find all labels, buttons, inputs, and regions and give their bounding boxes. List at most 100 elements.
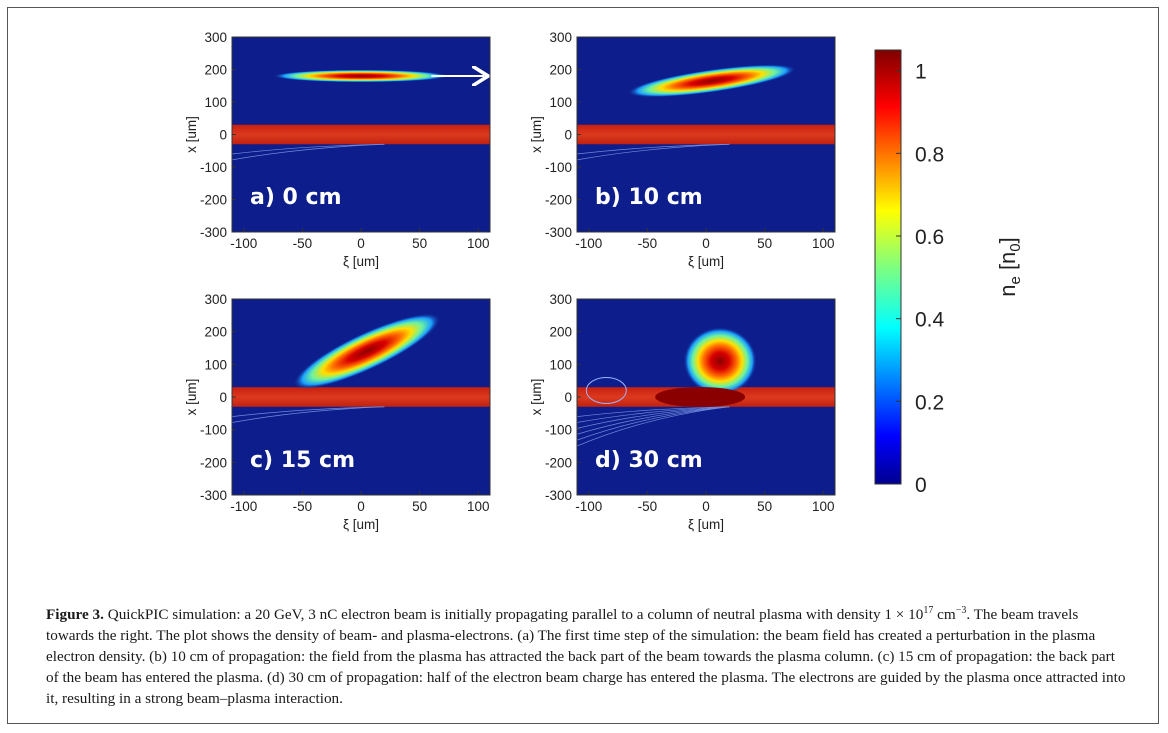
- y-tick-label: 200: [204, 325, 227, 340]
- y-tick-label: 0: [219, 128, 227, 143]
- perturbation-line: [232, 406, 385, 423]
- panel-plot-area: [577, 37, 835, 232]
- colorbar-tick-label: 1: [915, 61, 927, 84]
- plasma-column: [577, 124, 835, 145]
- x-tick-label: 0: [702, 236, 710, 251]
- plasma-perturbation: [232, 143, 385, 161]
- y-axis-label: x [um]: [529, 116, 544, 153]
- y-axis-label: x [um]: [184, 116, 199, 153]
- y-tick-label: -100: [200, 160, 227, 175]
- y-tick-label: -300: [200, 488, 227, 503]
- caption-text-1: QuickPIC simulation: a 20 GeV, 3 nC elec…: [103, 606, 924, 624]
- y-tick-label: 0: [219, 390, 227, 405]
- beam-in-plasma: [655, 387, 746, 407]
- colorbar-label-part: n: [995, 285, 1020, 297]
- plasma-bubble: [585, 376, 627, 404]
- colorbar-tick-label: 0.6: [915, 226, 944, 249]
- x-tick-label: 100: [467, 236, 490, 251]
- colorbar-label-subscript: 0: [1007, 243, 1024, 251]
- colorbar-label-part: ]: [995, 237, 1020, 243]
- y-tick-label: -100: [545, 160, 572, 175]
- perturbation-line: [577, 406, 730, 417]
- y-tick-label: -100: [545, 423, 572, 438]
- colorbar-label-subscript: e: [1007, 276, 1024, 284]
- y-tick-label: 200: [204, 63, 227, 78]
- panel-d: d) 30 cm -100 -50 0 50 100 300 200 100 0 -100 -200 -…: [529, 292, 836, 532]
- y-tick-label: -300: [545, 225, 572, 240]
- y-tick-label: 300: [549, 292, 572, 307]
- perturbation-line: [577, 406, 730, 435]
- x-tick-label: -100: [230, 499, 257, 514]
- y-tick-label: 300: [204, 292, 227, 307]
- y-tick-label: 0: [564, 390, 572, 405]
- x-axis-label: ξ [um]: [688, 254, 724, 269]
- caption-text-3: . The beam travels towards the right. Th…: [46, 606, 1126, 708]
- panel-c: c) 15 cm -100 -50 0 50 100 300 200 100 0 -100 -200 -…: [184, 292, 491, 532]
- panel-label: d) 30 cm: [595, 448, 703, 473]
- panel-label: c) 15 cm: [250, 448, 355, 473]
- perturbation-line: [577, 406, 730, 429]
- perturbation-line: [577, 143, 730, 161]
- x-tick-label: 50: [412, 236, 427, 251]
- y-tick-label: -200: [545, 455, 572, 470]
- panel-plot-area: [232, 37, 490, 232]
- y-axis-label: x [um]: [184, 379, 199, 416]
- x-tick-label: -100: [575, 236, 602, 251]
- caption-text-2: cm: [933, 606, 956, 624]
- y-tick-label: -300: [200, 225, 227, 240]
- colorbar-tick-label: 0.2: [915, 391, 944, 414]
- x-tick-label: -100: [575, 499, 602, 514]
- y-tick-label: -300: [545, 488, 572, 503]
- electron-beam: [293, 313, 441, 390]
- x-tick-label: -50: [638, 499, 658, 514]
- panel-a: a) 0 cm -100 -50 0 50 100 300 200 100 0 -100 -200 -3…: [184, 30, 491, 269]
- y-tick-label: 200: [549, 63, 572, 78]
- y-tick-label: -200: [545, 193, 572, 208]
- y-axis-label: x [um]: [529, 379, 544, 416]
- y-tick-label: 300: [204, 30, 227, 45]
- plasma-column: [232, 387, 490, 407]
- x-axis-label: ξ [um]: [343, 254, 379, 269]
- x-tick-label: -50: [293, 499, 313, 514]
- y-tick-label: 100: [549, 357, 572, 372]
- x-tick-label: 0: [357, 236, 365, 251]
- x-tick-label: 100: [812, 499, 835, 514]
- colorbar-tick-label: 0.4: [915, 309, 945, 332]
- caption-exp-1: 17: [923, 605, 934, 616]
- perturbation-line: [577, 143, 730, 155]
- perturbation-line: [577, 406, 730, 441]
- y-tick-label: -100: [200, 423, 227, 438]
- figure-caption: Figure 3. QuickPIC simulation: a 20 GeV,…: [46, 600, 1126, 709]
- colorbar-tick-label: 0.8: [915, 143, 944, 166]
- y-tick-label: -200: [200, 455, 227, 470]
- panel-label: a) 0 cm: [250, 185, 342, 210]
- x-axis-label: ξ [um]: [688, 517, 724, 532]
- caption-label: Figure 3.: [46, 606, 104, 624]
- x-tick-label: 0: [357, 499, 365, 514]
- x-tick-label: -100: [230, 236, 257, 251]
- x-tick-label: 100: [812, 236, 835, 251]
- electron-beam: [683, 327, 757, 396]
- electron-beam: [627, 64, 797, 98]
- panel-b: b) 10 cm -100 -50 0 50 100 300 200 100 0 -100 -200 -…: [529, 30, 836, 269]
- panel-plot-area: [577, 299, 835, 495]
- y-tick-label: 200: [549, 325, 572, 340]
- y-tick-label: 100: [204, 357, 227, 372]
- colorbar-tick-label: 0: [915, 474, 927, 497]
- electron-beam: [273, 69, 449, 83]
- panel-plot-area: [232, 299, 490, 495]
- plasma-perturbation: [577, 406, 730, 447]
- x-tick-label: -50: [638, 236, 658, 251]
- perturbation-line: [577, 406, 730, 423]
- x-tick-label: 100: [467, 499, 490, 514]
- x-axis-label: ξ [um]: [343, 517, 379, 532]
- y-tick-label: 0: [564, 128, 572, 143]
- y-tick-label: 300: [549, 30, 572, 45]
- figure-graphic: a) 0 cm-100 -50 0 50 1003002001000-100-200-3…: [184, 30, 1024, 532]
- perturbation-line: [232, 143, 385, 155]
- x-tick-label: 50: [757, 499, 772, 514]
- y-tick-label: 100: [549, 95, 572, 110]
- y-tick-label: -200: [200, 193, 227, 208]
- x-tick-label: 0: [702, 499, 710, 514]
- x-tick-label: -50: [293, 236, 313, 251]
